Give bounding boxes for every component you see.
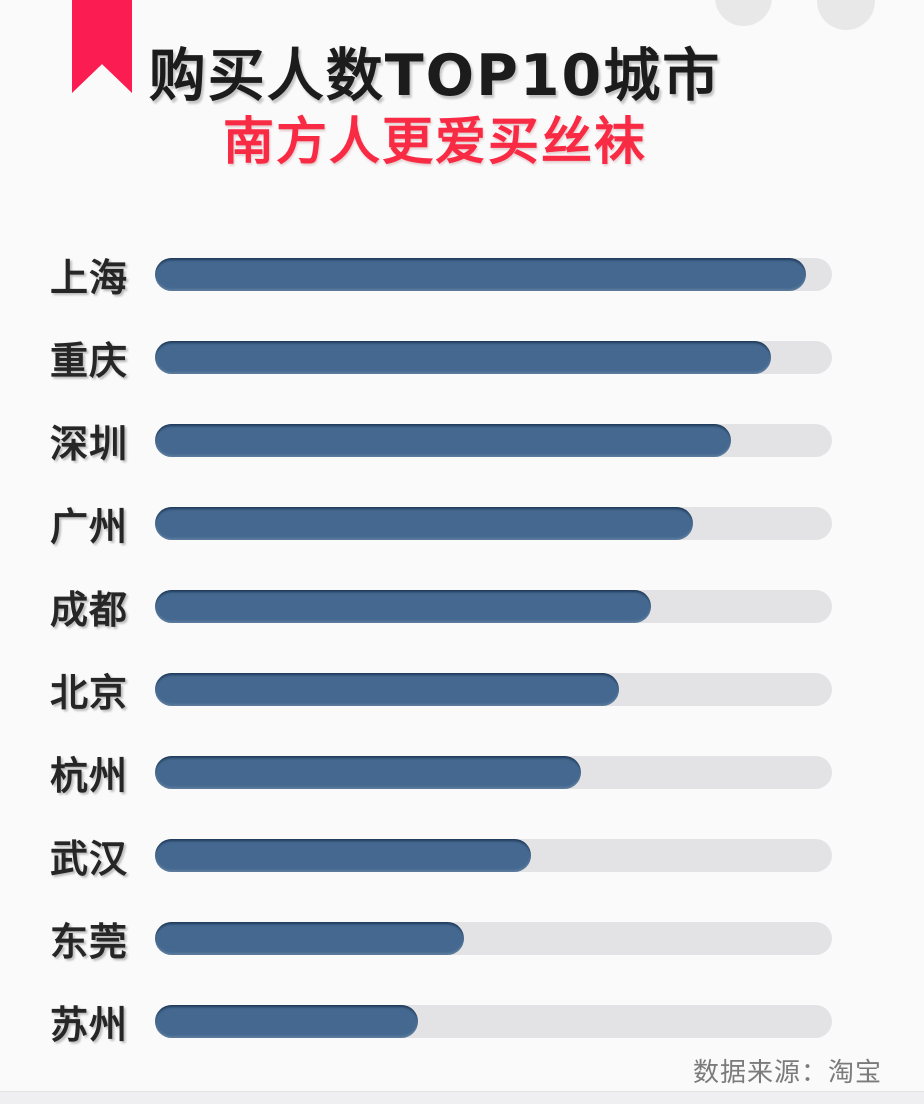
city-label: 北京	[50, 671, 129, 715]
bar-fill	[155, 590, 651, 623]
bar-fill	[155, 673, 620, 706]
bar-chart: 上海 重庆 深圳 广州 成都	[0, 233, 924, 1063]
city-label: 上海	[50, 256, 129, 300]
bar-fill	[155, 1005, 418, 1038]
data-source-label: 数据来源：淘宝	[692, 1058, 882, 1088]
bar-track	[155, 839, 832, 872]
bar-fill	[155, 341, 772, 374]
city-label: 苏州	[50, 1003, 129, 1047]
bar-track	[155, 756, 832, 789]
page-subtitle: 南方人更爱买丝袜	[222, 113, 647, 172]
chart-row: 武汉	[0, 814, 924, 897]
chart-row: 重庆	[0, 316, 924, 399]
chart-row: 广州	[0, 482, 924, 565]
chart-row: 苏州	[0, 980, 924, 1063]
chart-row: 东莞	[0, 897, 924, 980]
bar-track	[155, 341, 832, 374]
city-label: 广州	[50, 505, 129, 549]
city-label: 武汉	[50, 837, 129, 881]
chart-row: 上海	[0, 233, 924, 316]
bar-track	[155, 922, 832, 955]
bar-track	[155, 507, 832, 540]
bar-fill	[155, 756, 581, 789]
city-label: 深圳	[50, 422, 129, 466]
chart-row: 成都	[0, 565, 924, 648]
bar-track	[155, 258, 832, 291]
city-label: 东莞	[50, 920, 129, 964]
bar-track	[155, 673, 832, 706]
chart-row: 北京	[0, 648, 924, 731]
bar-fill	[155, 507, 693, 540]
bar-fill	[155, 424, 732, 457]
decor-circle	[817, 0, 875, 30]
city-label: 重庆	[50, 339, 129, 383]
bar-track	[155, 590, 832, 623]
chart-row: 深圳	[0, 399, 924, 482]
bar-fill	[155, 839, 531, 872]
bar-track	[155, 424, 832, 457]
page-title: 购买人数TOP10城市	[148, 43, 722, 109]
bar-track	[155, 1005, 832, 1038]
bottom-edge-strip	[0, 1091, 924, 1104]
chart-row: 杭州	[0, 731, 924, 814]
city-label: 杭州	[50, 754, 129, 798]
bar-fill	[155, 922, 465, 955]
bar-fill	[155, 258, 807, 291]
city-label: 成都	[50, 588, 129, 632]
decor-circle	[715, 0, 772, 26]
